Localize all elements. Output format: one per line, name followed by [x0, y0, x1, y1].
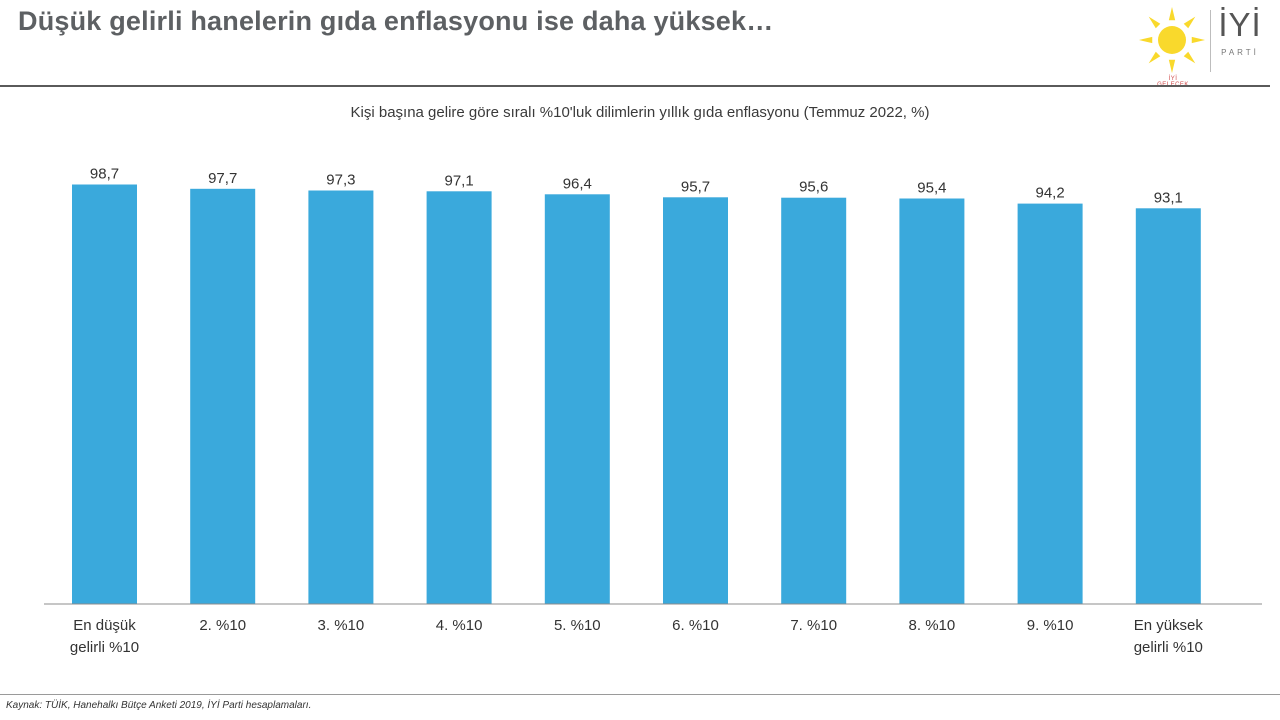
bar [663, 197, 728, 605]
data-label: 97,1 [444, 172, 473, 189]
data-label: 94,2 [1035, 185, 1064, 202]
category-label: 7. %10 [790, 617, 837, 634]
data-label: 98,7 [90, 166, 119, 183]
category-label: En düşük [73, 617, 136, 634]
bar [899, 198, 965, 604]
data-label: 95,4 [917, 180, 946, 197]
bar [781, 197, 847, 604]
category-label: 9. %10 [1027, 617, 1074, 634]
title-divider [0, 85, 1270, 87]
page-title: Düşük gelirli hanelerin gıda enflasyonu … [18, 6, 774, 36]
logo-wordmark: İYİ [1218, 6, 1262, 43]
sun-icon [1139, 7, 1205, 73]
category-label: gelirli %10 [1134, 639, 1203, 656]
chart-title: Kişi başına gelire göre sıralı %10'luk d… [350, 104, 930, 121]
logo-subtitle: PARTİ [1221, 48, 1259, 57]
bar [1135, 208, 1201, 605]
bar [544, 194, 610, 605]
bar [1017, 203, 1083, 604]
category-label: 4. %10 [436, 617, 483, 634]
bar [426, 191, 492, 605]
data-label: 96,4 [563, 175, 592, 192]
category-label: 5. %10 [554, 617, 601, 634]
data-label: 97,7 [208, 170, 237, 187]
bar [308, 190, 374, 604]
data-label: 95,6 [799, 179, 828, 196]
category-label: En yüksek [1134, 617, 1204, 634]
bar-chart: 98,7 En düşük gelirli %10 97,7 2. %10 97,3 3. … [44, 166, 1262, 656]
bar [72, 184, 137, 604]
logo-divider [1210, 10, 1211, 72]
party-logo: İYİ PARTİ İYİ GELECEK [1132, 2, 1274, 88]
category-label: 2. %10 [199, 617, 246, 634]
category-label: 6. %10 [672, 617, 719, 634]
category-label: 3. %10 [318, 617, 365, 634]
data-label: 97,3 [326, 172, 355, 189]
source-note: Kaynak: TÜİK, Hanehalkı Bütçe Anketi 201… [6, 700, 312, 711]
bar [190, 188, 256, 605]
category-label: 8. %10 [909, 617, 956, 634]
source-divider [0, 694, 1280, 695]
data-label: 93,1 [1154, 189, 1183, 206]
category-label: gelirli %10 [70, 639, 139, 656]
data-label: 95,7 [681, 178, 710, 195]
